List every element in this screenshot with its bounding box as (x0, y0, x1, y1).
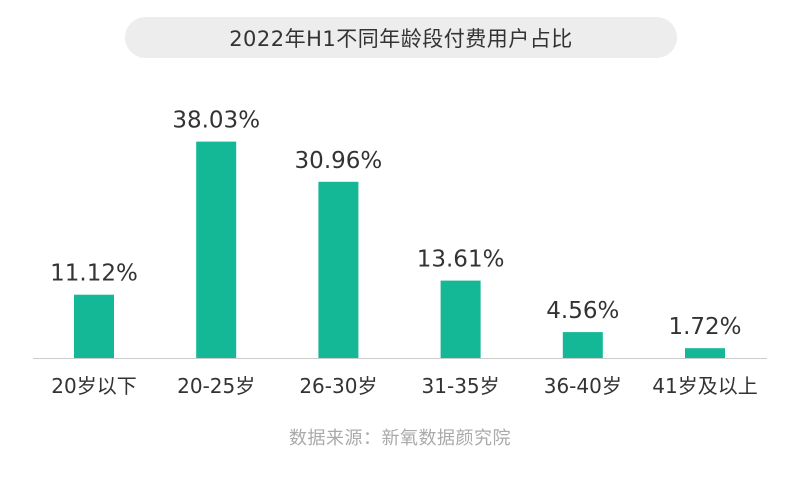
bar-3 (440, 280, 481, 358)
bar-2 (318, 181, 359, 358)
category-label-5: 41岁及以上 (652, 374, 757, 398)
bar-1 (196, 141, 237, 358)
data-source-note: 数据来源：新氧数据颜究院 (289, 428, 511, 449)
category-label-1: 20-25岁 (177, 374, 255, 398)
value-label-4: 4.56% (546, 298, 619, 324)
category-label-2: 26-30岁 (299, 374, 377, 398)
value-labels-group: 11.12% 38.03% 30.96% 13.61% 4.56% 1.72% (50, 108, 741, 341)
category-label-4: 36-40岁 (544, 374, 622, 398)
value-label-1: 38.03% (172, 108, 260, 134)
bar-0 (74, 294, 114, 358)
bars-group (74, 141, 725, 358)
category-labels-group: 20岁以下 20-25岁 26-30岁 31-35岁 36-40岁 41岁及以上 (51, 374, 757, 398)
value-label-5: 1.72% (668, 314, 741, 340)
value-label-0: 11.12% (50, 261, 138, 287)
category-label-3: 31-35岁 (422, 374, 500, 398)
value-label-3: 13.61% (417, 247, 505, 273)
chart-title-pill: 2022年H1不同年龄段付费用户占比 (125, 17, 677, 58)
bar-4 (562, 332, 603, 358)
value-label-2: 30.96% (295, 148, 383, 174)
category-label-0: 20岁以下 (51, 374, 136, 398)
chart-title: 2022年H1不同年龄段付费用户占比 (229, 26, 573, 51)
bar-5 (685, 348, 725, 358)
